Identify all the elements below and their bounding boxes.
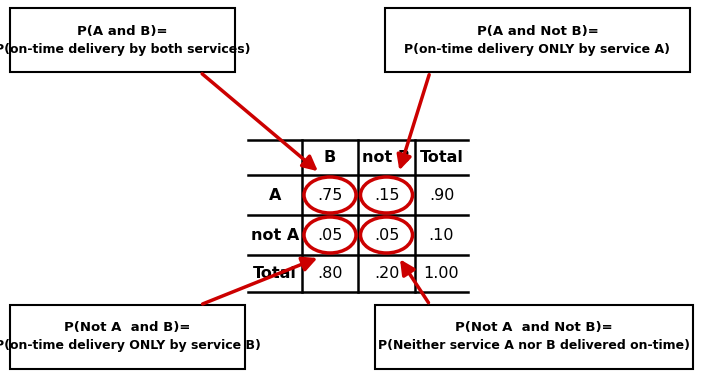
Text: P(Not A  and Not B)=: P(Not A and Not B)= [455,321,613,334]
FancyBboxPatch shape [385,8,690,72]
FancyBboxPatch shape [10,8,235,72]
Text: not A: not A [251,228,299,243]
FancyBboxPatch shape [375,305,693,369]
Text: P(on-time delivery by both services): P(on-time delivery by both services) [0,42,250,55]
Text: .80: .80 [318,266,343,281]
Text: P(A and B)=: P(A and B)= [77,25,168,38]
Text: .05: .05 [318,228,343,243]
Text: .05: .05 [374,228,399,243]
Text: P(on-time delivery ONLY by service B): P(on-time delivery ONLY by service B) [0,340,261,353]
FancyBboxPatch shape [10,305,245,369]
Text: A: A [268,187,281,202]
Text: P(Not A  and B)=: P(Not A and B)= [64,321,191,334]
Text: .75: .75 [318,187,343,202]
Text: Total: Total [253,266,297,281]
Text: 1.00: 1.00 [423,266,459,281]
Text: B: B [324,150,336,165]
Text: .10: .10 [429,228,454,243]
Text: .20: .20 [374,266,399,281]
Text: not B: not B [362,150,411,165]
Text: .15: .15 [374,187,400,202]
Text: P(Neither service A nor B delivered on-time): P(Neither service A nor B delivered on-t… [378,340,690,353]
Text: .90: .90 [429,187,454,202]
Text: P(on-time delivery ONLY by service A): P(on-time delivery ONLY by service A) [404,42,670,55]
Text: P(A and Not B)=: P(A and Not B)= [477,25,599,38]
Text: Total: Total [420,150,463,165]
